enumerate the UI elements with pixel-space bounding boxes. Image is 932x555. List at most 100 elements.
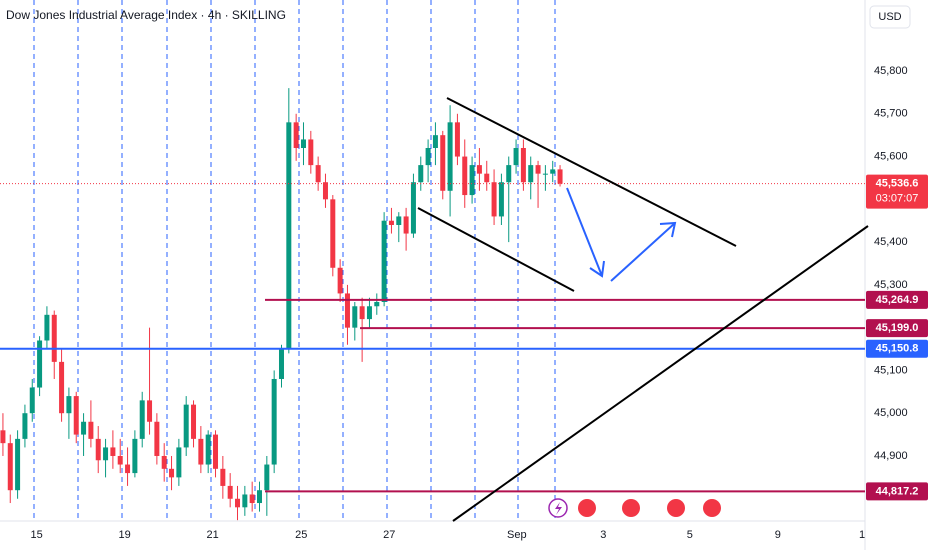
arrow	[566, 187, 603, 277]
candle-body	[396, 216, 402, 225]
arrow-head	[659, 221, 677, 238]
candle-body	[139, 400, 145, 439]
level-tag	[866, 339, 928, 358]
candle-body	[213, 434, 219, 469]
y-tick-label: 45,100	[874, 364, 908, 376]
candle-body	[51, 314, 57, 362]
y-tick-label: 44,900	[874, 450, 908, 462]
y-tick-label: 45,400	[874, 236, 908, 248]
x-tick-label: 3	[600, 529, 606, 541]
candle-body	[154, 421, 160, 456]
candle-body	[29, 387, 35, 414]
candle-body	[506, 165, 512, 183]
x-tick-label: 15	[31, 529, 43, 541]
candle-body	[220, 468, 226, 486]
candle-body	[22, 413, 28, 439]
candle-body	[132, 438, 138, 474]
y-tick-label: 45,600	[874, 150, 908, 162]
candle-body	[95, 438, 101, 461]
candle-body	[183, 404, 189, 448]
candle-body	[59, 361, 65, 414]
level-tag	[866, 290, 928, 309]
candle-body	[271, 378, 277, 465]
candle-body	[81, 421, 87, 435]
event-icon[interactable]	[703, 499, 721, 517]
candle-body	[513, 148, 519, 166]
candle-body	[498, 182, 504, 217]
y-tick-label: 45,700	[874, 108, 908, 120]
candle-body	[227, 485, 233, 499]
currency-button[interactable]	[869, 5, 911, 29]
candle-body	[176, 447, 182, 478]
level-tag	[866, 319, 928, 338]
candle-body	[447, 122, 453, 191]
candle-body	[484, 173, 490, 183]
candle-body	[462, 156, 468, 196]
trend-line	[452, 225, 869, 522]
x-tick-label: 1	[859, 529, 865, 541]
candle-body	[235, 498, 241, 508]
candle-body	[161, 455, 167, 469]
level-label: 45,199.0	[876, 322, 919, 334]
candle-body	[520, 148, 526, 183]
candle-body	[117, 455, 123, 465]
chart-title: Dow Jones Industrial Average Index · 4h …	[6, 8, 286, 22]
candle-body	[381, 220, 387, 302]
x-tick-label: 27	[383, 529, 395, 541]
candle-body	[73, 396, 79, 435]
candle-body	[125, 464, 131, 474]
candle-body	[315, 165, 321, 183]
y-tick-label: 45,800	[874, 65, 908, 77]
currency: USD	[878, 11, 901, 23]
candle-body	[330, 199, 336, 268]
candle-body	[0, 430, 6, 444]
candle-body	[388, 220, 394, 225]
trend-line	[446, 97, 737, 247]
candle-body	[205, 434, 211, 465]
candle-body	[374, 301, 380, 307]
candle-body	[359, 306, 365, 320]
candle-body	[550, 169, 556, 174]
last-price-label: 45,536.6	[876, 178, 919, 190]
plot	[0, 88, 865, 521]
x-tick-label: 21	[206, 529, 218, 541]
x-tick-label: 19	[118, 529, 130, 541]
x-tick-label: 25	[295, 529, 307, 541]
candle-body	[37, 340, 43, 388]
candle-body	[286, 122, 292, 350]
level-tag	[866, 482, 928, 501]
candle-body	[15, 438, 21, 491]
candle-body	[535, 165, 541, 174]
candle-body	[300, 139, 306, 149]
arrow-head	[589, 260, 605, 278]
candle-body	[264, 464, 270, 491]
candle-body	[44, 314, 50, 341]
arrow	[610, 222, 676, 282]
countdown: 03:07:07	[876, 193, 919, 205]
event-icon[interactable]	[667, 499, 685, 517]
y-tick-label: 45,300	[874, 279, 908, 291]
candle-body	[257, 490, 262, 504]
candle-body	[308, 139, 314, 166]
candle-body	[432, 135, 438, 149]
candle-body	[278, 349, 284, 379]
candle-body	[191, 404, 197, 439]
candle-body	[169, 468, 175, 478]
candle-body	[249, 494, 255, 504]
level-label: 45,264.9	[876, 294, 919, 306]
candle-body	[103, 447, 109, 461]
candle-body	[403, 216, 409, 234]
candle-body	[198, 438, 204, 465]
event-icon[interactable]	[578, 499, 596, 517]
level-label: 44,817.2	[876, 485, 919, 497]
trend-line	[417, 207, 575, 292]
candle-body	[242, 494, 248, 508]
event-icon[interactable]	[622, 499, 640, 517]
candle-body	[344, 293, 350, 328]
candle-body	[454, 122, 460, 157]
candle-body	[147, 400, 153, 422]
y-tick-label: 45,000	[874, 407, 908, 419]
candle-body	[7, 443, 13, 491]
candle-body	[476, 165, 482, 174]
